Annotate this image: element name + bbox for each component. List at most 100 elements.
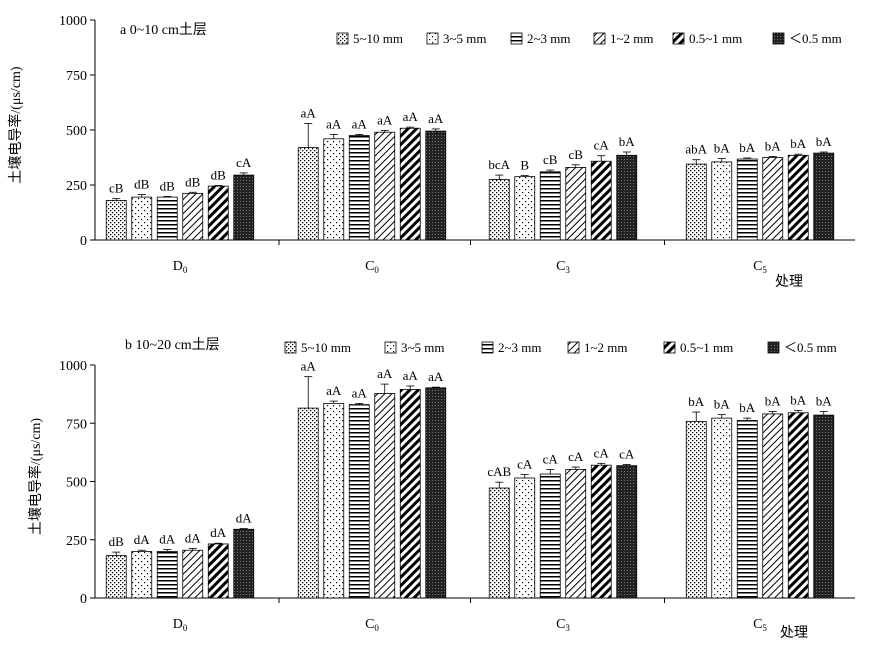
legend-label: 5~10 mm <box>353 31 403 46</box>
bar <box>813 152 835 241</box>
bar <box>685 163 707 241</box>
bar <box>131 196 153 241</box>
significance-label: dA <box>210 525 227 540</box>
category-label-C0: C0 <box>365 259 379 275</box>
legend-label: 0.5~1 mm <box>680 340 733 355</box>
category-label-C3: C3 <box>556 617 570 633</box>
legend-swatch <box>672 32 685 45</box>
y-tick-label: 1000 <box>59 359 87 374</box>
significance-label: dA <box>159 532 176 547</box>
bar <box>711 417 733 599</box>
chart-panel-1: 0 250 500 750 1000 土壤电导率/(μs/cm) 处理 b 10~20 cm土… <box>27 337 855 641</box>
bar <box>565 166 587 241</box>
bar <box>539 171 561 241</box>
y-tick-label: 1000 <box>59 14 87 29</box>
bar <box>297 147 319 241</box>
bar <box>616 465 638 599</box>
significance-label: abA <box>685 142 707 157</box>
bar <box>488 179 510 241</box>
y-axis-label: 土壤电导率/(μs/cm) <box>7 66 24 183</box>
bar <box>374 393 396 599</box>
category-label-C3: C3 <box>556 259 570 275</box>
legend-swatch <box>426 32 439 45</box>
significance-label: dA <box>185 530 202 545</box>
significance-label: aA <box>326 383 342 398</box>
y-tick-label: 250 <box>66 534 87 549</box>
legend-swatch <box>481 341 494 354</box>
significance-label: bA <box>790 136 807 151</box>
bar <box>736 158 758 241</box>
y-tick-label: 500 <box>66 124 87 139</box>
significance-label: aA <box>403 368 419 383</box>
legend-swatch <box>593 32 606 45</box>
chart-panel-0: 0 250 500 750 1000 土壤电导率/(μs/cm) 处理 a 0~10 cm土层… <box>7 14 855 290</box>
bar <box>348 135 370 241</box>
bar <box>233 528 255 599</box>
bar <box>182 192 204 241</box>
bar <box>539 473 561 599</box>
bar <box>182 549 204 599</box>
bar <box>787 154 809 241</box>
legend-label: 3~5 mm <box>401 340 445 355</box>
significance-label: bA <box>688 394 705 409</box>
significance-label: bA <box>816 134 833 149</box>
legend-swatch <box>284 341 297 354</box>
legend-swatch <box>567 341 580 354</box>
bar <box>233 174 255 241</box>
significance-label: bA <box>765 394 782 409</box>
legend-swatch <box>663 341 676 354</box>
significance-label: aA <box>301 105 317 120</box>
significance-label: bA <box>739 400 756 415</box>
significance-label: bA <box>619 134 636 149</box>
bar <box>488 487 510 599</box>
significance-label: aA <box>352 116 368 131</box>
bar <box>616 154 638 241</box>
significance-label: cA <box>236 155 252 170</box>
legend-swatch <box>384 341 397 354</box>
bar <box>514 477 536 599</box>
y-tick-label: 250 <box>66 179 87 194</box>
significance-label: cA <box>619 446 635 461</box>
significance-label: cAB <box>487 464 511 479</box>
category-label-C0: C0 <box>365 617 379 633</box>
significance-label: bA <box>816 394 833 409</box>
significance-label: bA <box>765 138 782 153</box>
significance-label: aA <box>326 116 342 131</box>
panel-title: a 0~10 cm土层 <box>120 22 207 38</box>
significance-label: cA <box>517 457 533 472</box>
legend-label: 1~2 mm <box>610 31 654 46</box>
significance-label: aA <box>377 366 393 381</box>
legend-label: ＜0.5 mm <box>784 340 837 355</box>
legend-label: 0.5~1 mm <box>689 31 742 46</box>
category-label-D0: D0 <box>173 617 188 633</box>
bar <box>348 404 370 599</box>
bar <box>105 199 127 241</box>
legend-swatch <box>336 32 349 45</box>
significance-label: cB <box>543 152 558 167</box>
significance-label: dB <box>211 167 227 182</box>
legend-swatch <box>510 32 523 45</box>
significance-label: cA <box>543 451 559 466</box>
significance-label: aA <box>403 109 419 124</box>
significance-label: dB <box>134 176 150 191</box>
significance-label: cA <box>594 138 610 153</box>
bar <box>105 555 127 599</box>
y-tick-label: 0 <box>80 592 87 607</box>
significance-label: aA <box>428 111 444 126</box>
significance-label: dB <box>160 178 176 193</box>
panel-title: b 10~20 cm土层 <box>125 337 220 353</box>
category-label-C5: C5 <box>753 259 767 275</box>
bar <box>323 403 345 599</box>
significance-label: bA <box>739 140 756 155</box>
legend-swatch <box>767 341 780 354</box>
legend-label: ＜0.5 mm <box>789 31 842 46</box>
significance-label: cB <box>109 181 124 196</box>
bar <box>156 551 178 599</box>
significance-label: aA <box>352 385 368 400</box>
legend-swatch <box>772 32 785 45</box>
x-axis-label: 处理 <box>780 625 808 641</box>
bar <box>736 420 758 599</box>
category-label-D0: D0 <box>173 259 188 275</box>
significance-label: cA <box>568 449 584 464</box>
